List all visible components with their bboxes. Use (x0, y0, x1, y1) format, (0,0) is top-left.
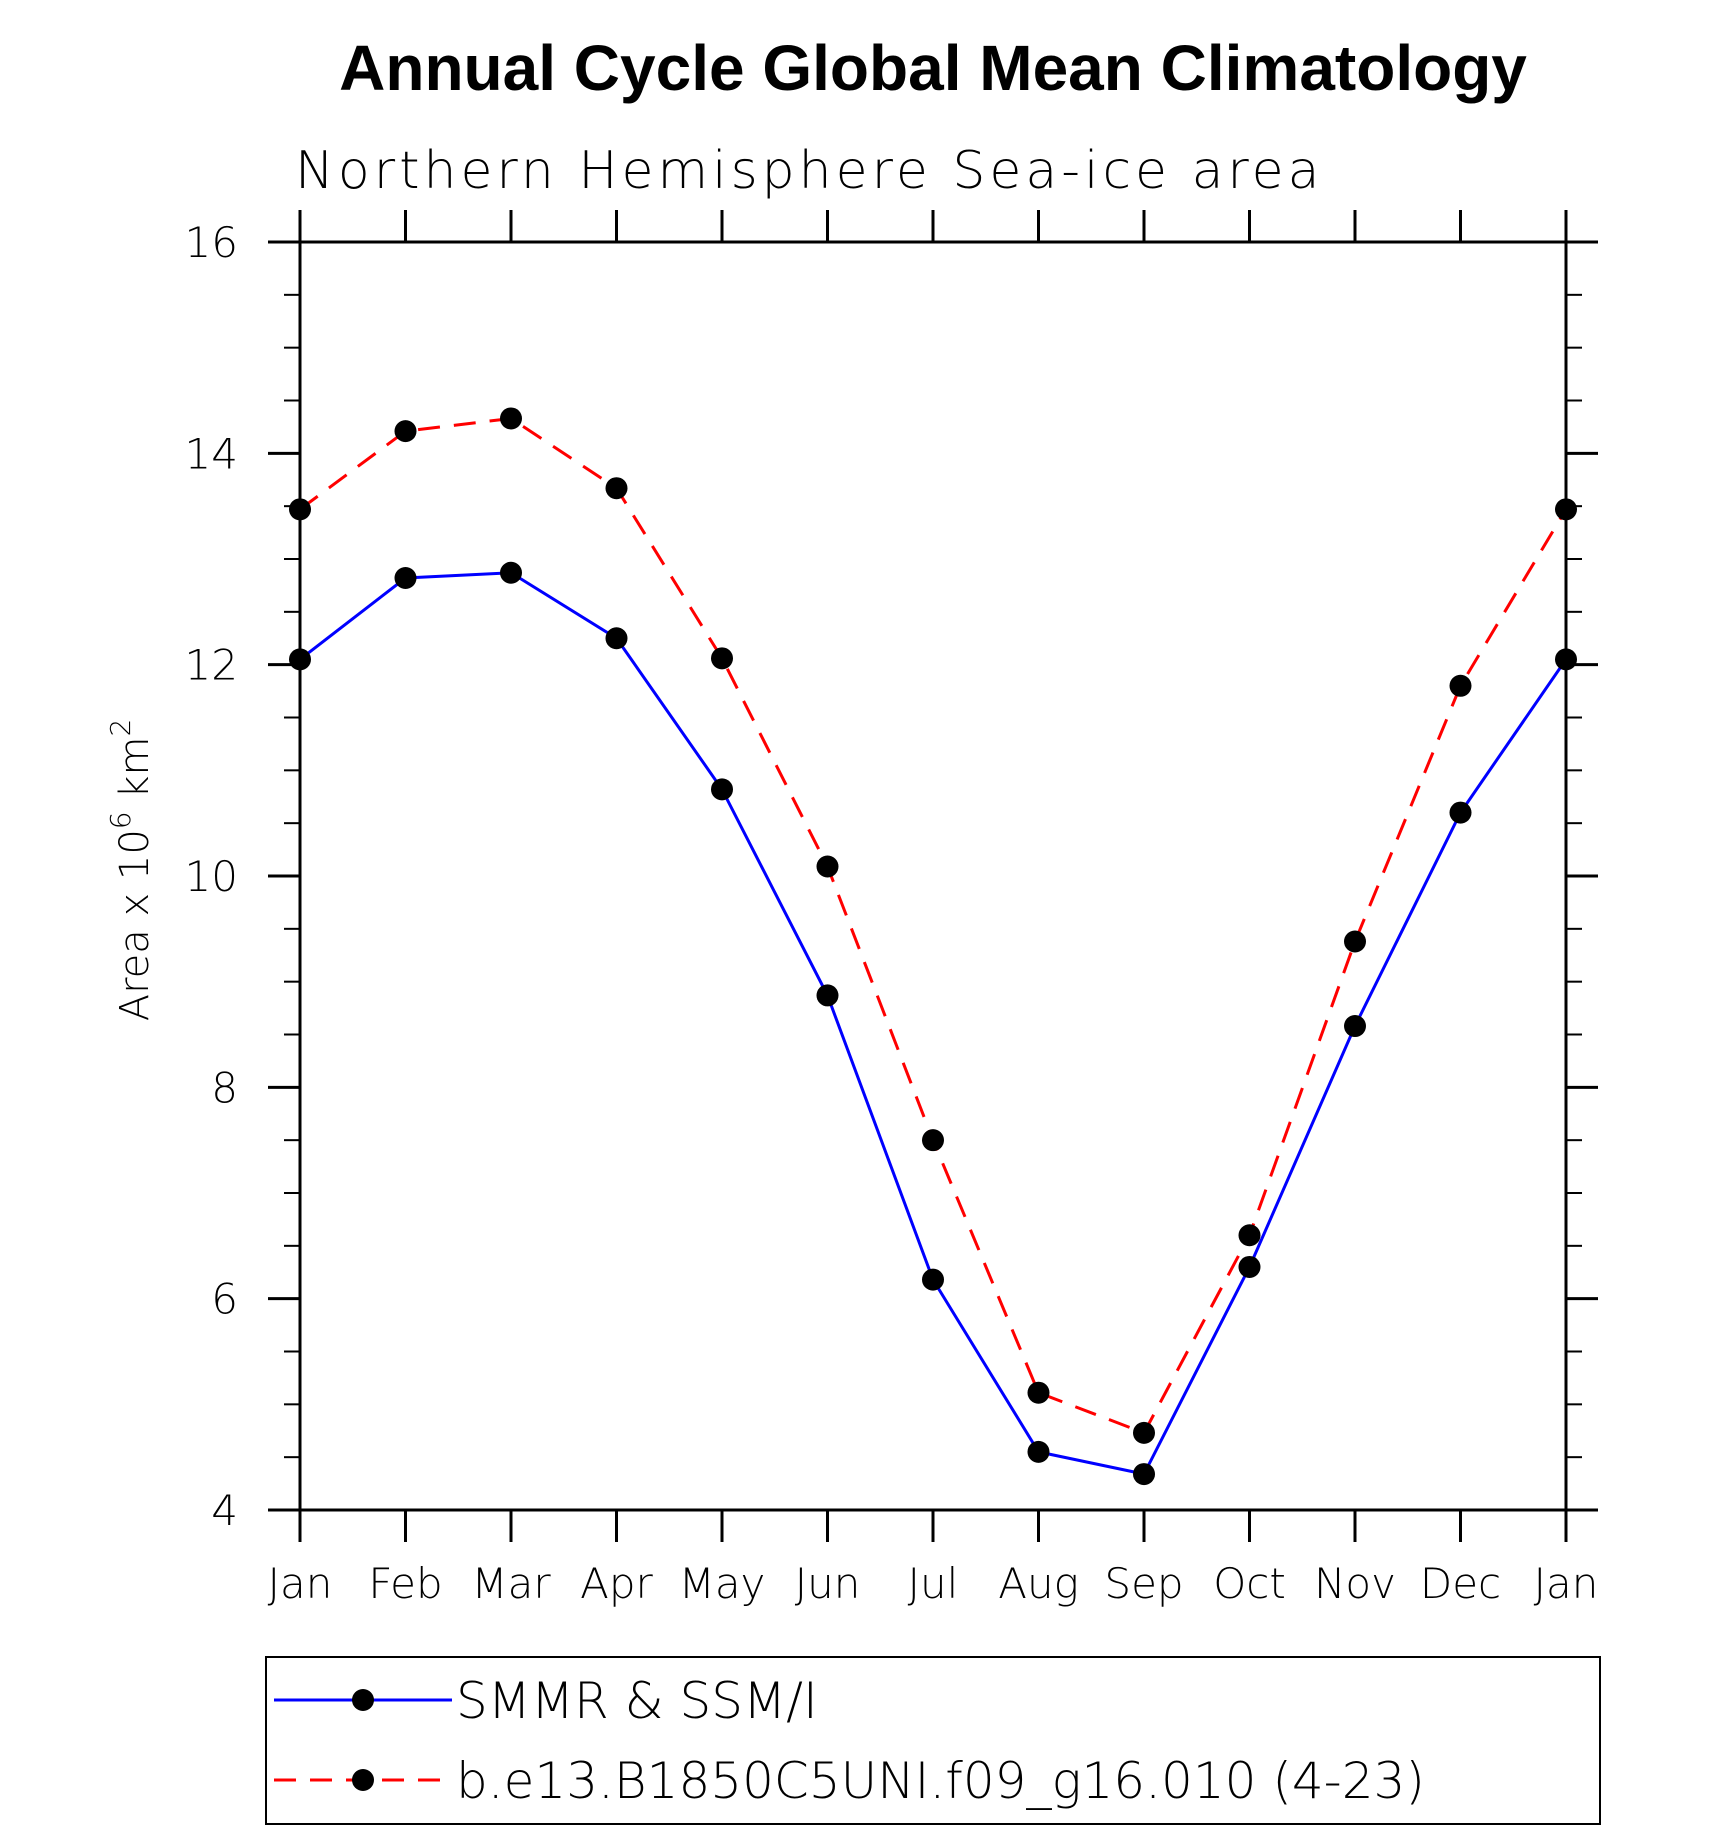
x-tick-label: Dec (1420, 1559, 1501, 1608)
data-point-0 (500, 561, 522, 584)
x-tick-label: Aug (998, 1559, 1079, 1608)
y-tick-label: 6 (211, 1275, 238, 1324)
axis-tick-labels: Jan Feb Mar Apr May Jun Jul Aug Sep Oct Nov Dec Jan 4… (185, 218, 1599, 1608)
y-axis-label: Area x 106 km2 (104, 719, 158, 1022)
x-tick-label: Apr (580, 1559, 653, 1608)
x-tick-label: Jan (268, 1559, 333, 1608)
data-point-0 (1238, 1255, 1261, 1278)
data-point-1 (1238, 1224, 1261, 1247)
data-point-0 (1449, 801, 1472, 824)
data-point-1 (816, 855, 839, 878)
y-axis-label-exponent: 6 (104, 811, 137, 829)
y-axis-label-text: Area x 10 (112, 829, 158, 1021)
plot-frame (298, 240, 1568, 1512)
data-point-0 (1133, 1463, 1155, 1486)
y-axis-label-unit-exponent: 2 (104, 719, 137, 737)
data-point-0 (711, 778, 733, 801)
x-tick-label: Oct (1213, 1559, 1286, 1608)
data-point-1 (922, 1129, 944, 1152)
data-point-1 (1449, 674, 1472, 697)
data-point-1 (711, 647, 733, 670)
data-point-0 (1027, 1440, 1050, 1463)
chart-subtitle: Northern Hemisphere Sea-ice area (295, 141, 1324, 201)
y-tick-label: 10 (185, 852, 238, 901)
y-tick-label: 8 (211, 1063, 238, 1112)
x-tick-label: Mar (471, 1559, 551, 1608)
x-tick-label: Sep (1104, 1559, 1183, 1608)
x-tick-label: Jan (1534, 1559, 1599, 1608)
data-point-0 (1555, 648, 1577, 671)
data-point-1 (605, 477, 628, 500)
data-point-0 (394, 567, 417, 590)
legend-marker-0 (352, 1689, 374, 1711)
data-point-0 (289, 648, 311, 671)
svg-text:Area x 106 km2: Area x 106 km2 (104, 719, 158, 1022)
y-tick-label: 4 (211, 1486, 238, 1535)
x-tick-label: Feb (368, 1559, 442, 1608)
x-tick-label: Nov (1314, 1559, 1396, 1608)
legend-box (265, 1656, 1601, 1825)
data-point-1 (289, 498, 311, 521)
data-point-1 (1027, 1381, 1050, 1404)
data-point-0 (1344, 1015, 1366, 1038)
chart-title: Annual Cycle Global Mean Climatology (339, 32, 1527, 104)
x-tick-label: Jun (795, 1559, 861, 1608)
x-tick-label: Jul (908, 1559, 959, 1608)
data-point-1 (1344, 930, 1366, 953)
data-point-0 (816, 984, 839, 1007)
y-tick-label: 16 (185, 218, 238, 267)
data-point-0 (605, 627, 628, 650)
axis-ticks (268, 210, 1598, 1542)
y-axis-label-unit: km (112, 737, 158, 812)
data-point-1 (1555, 498, 1577, 521)
data-point-1 (394, 420, 417, 443)
legend-marker-1 (352, 1769, 374, 1791)
x-tick-label: May (679, 1559, 766, 1608)
y-tick-label: 12 (185, 641, 238, 690)
series-layer (289, 407, 1577, 1486)
legend: SMMR & SSM/I b.e13.B1850C5UNI.f09_g16.010… (274, 1672, 1425, 1810)
data-point-0 (922, 1268, 944, 1291)
legend-label-0: SMMR & SSM/I (456, 1672, 818, 1730)
legend-label-1: b.e13.B1850C5UNI.f09_g16.010 (4-23) (456, 1752, 1425, 1810)
y-tick-label: 14 (185, 429, 238, 478)
series-line-0 (299, 571, 1568, 1476)
data-point-1 (1133, 1421, 1155, 1444)
data-point-1 (500, 407, 522, 430)
